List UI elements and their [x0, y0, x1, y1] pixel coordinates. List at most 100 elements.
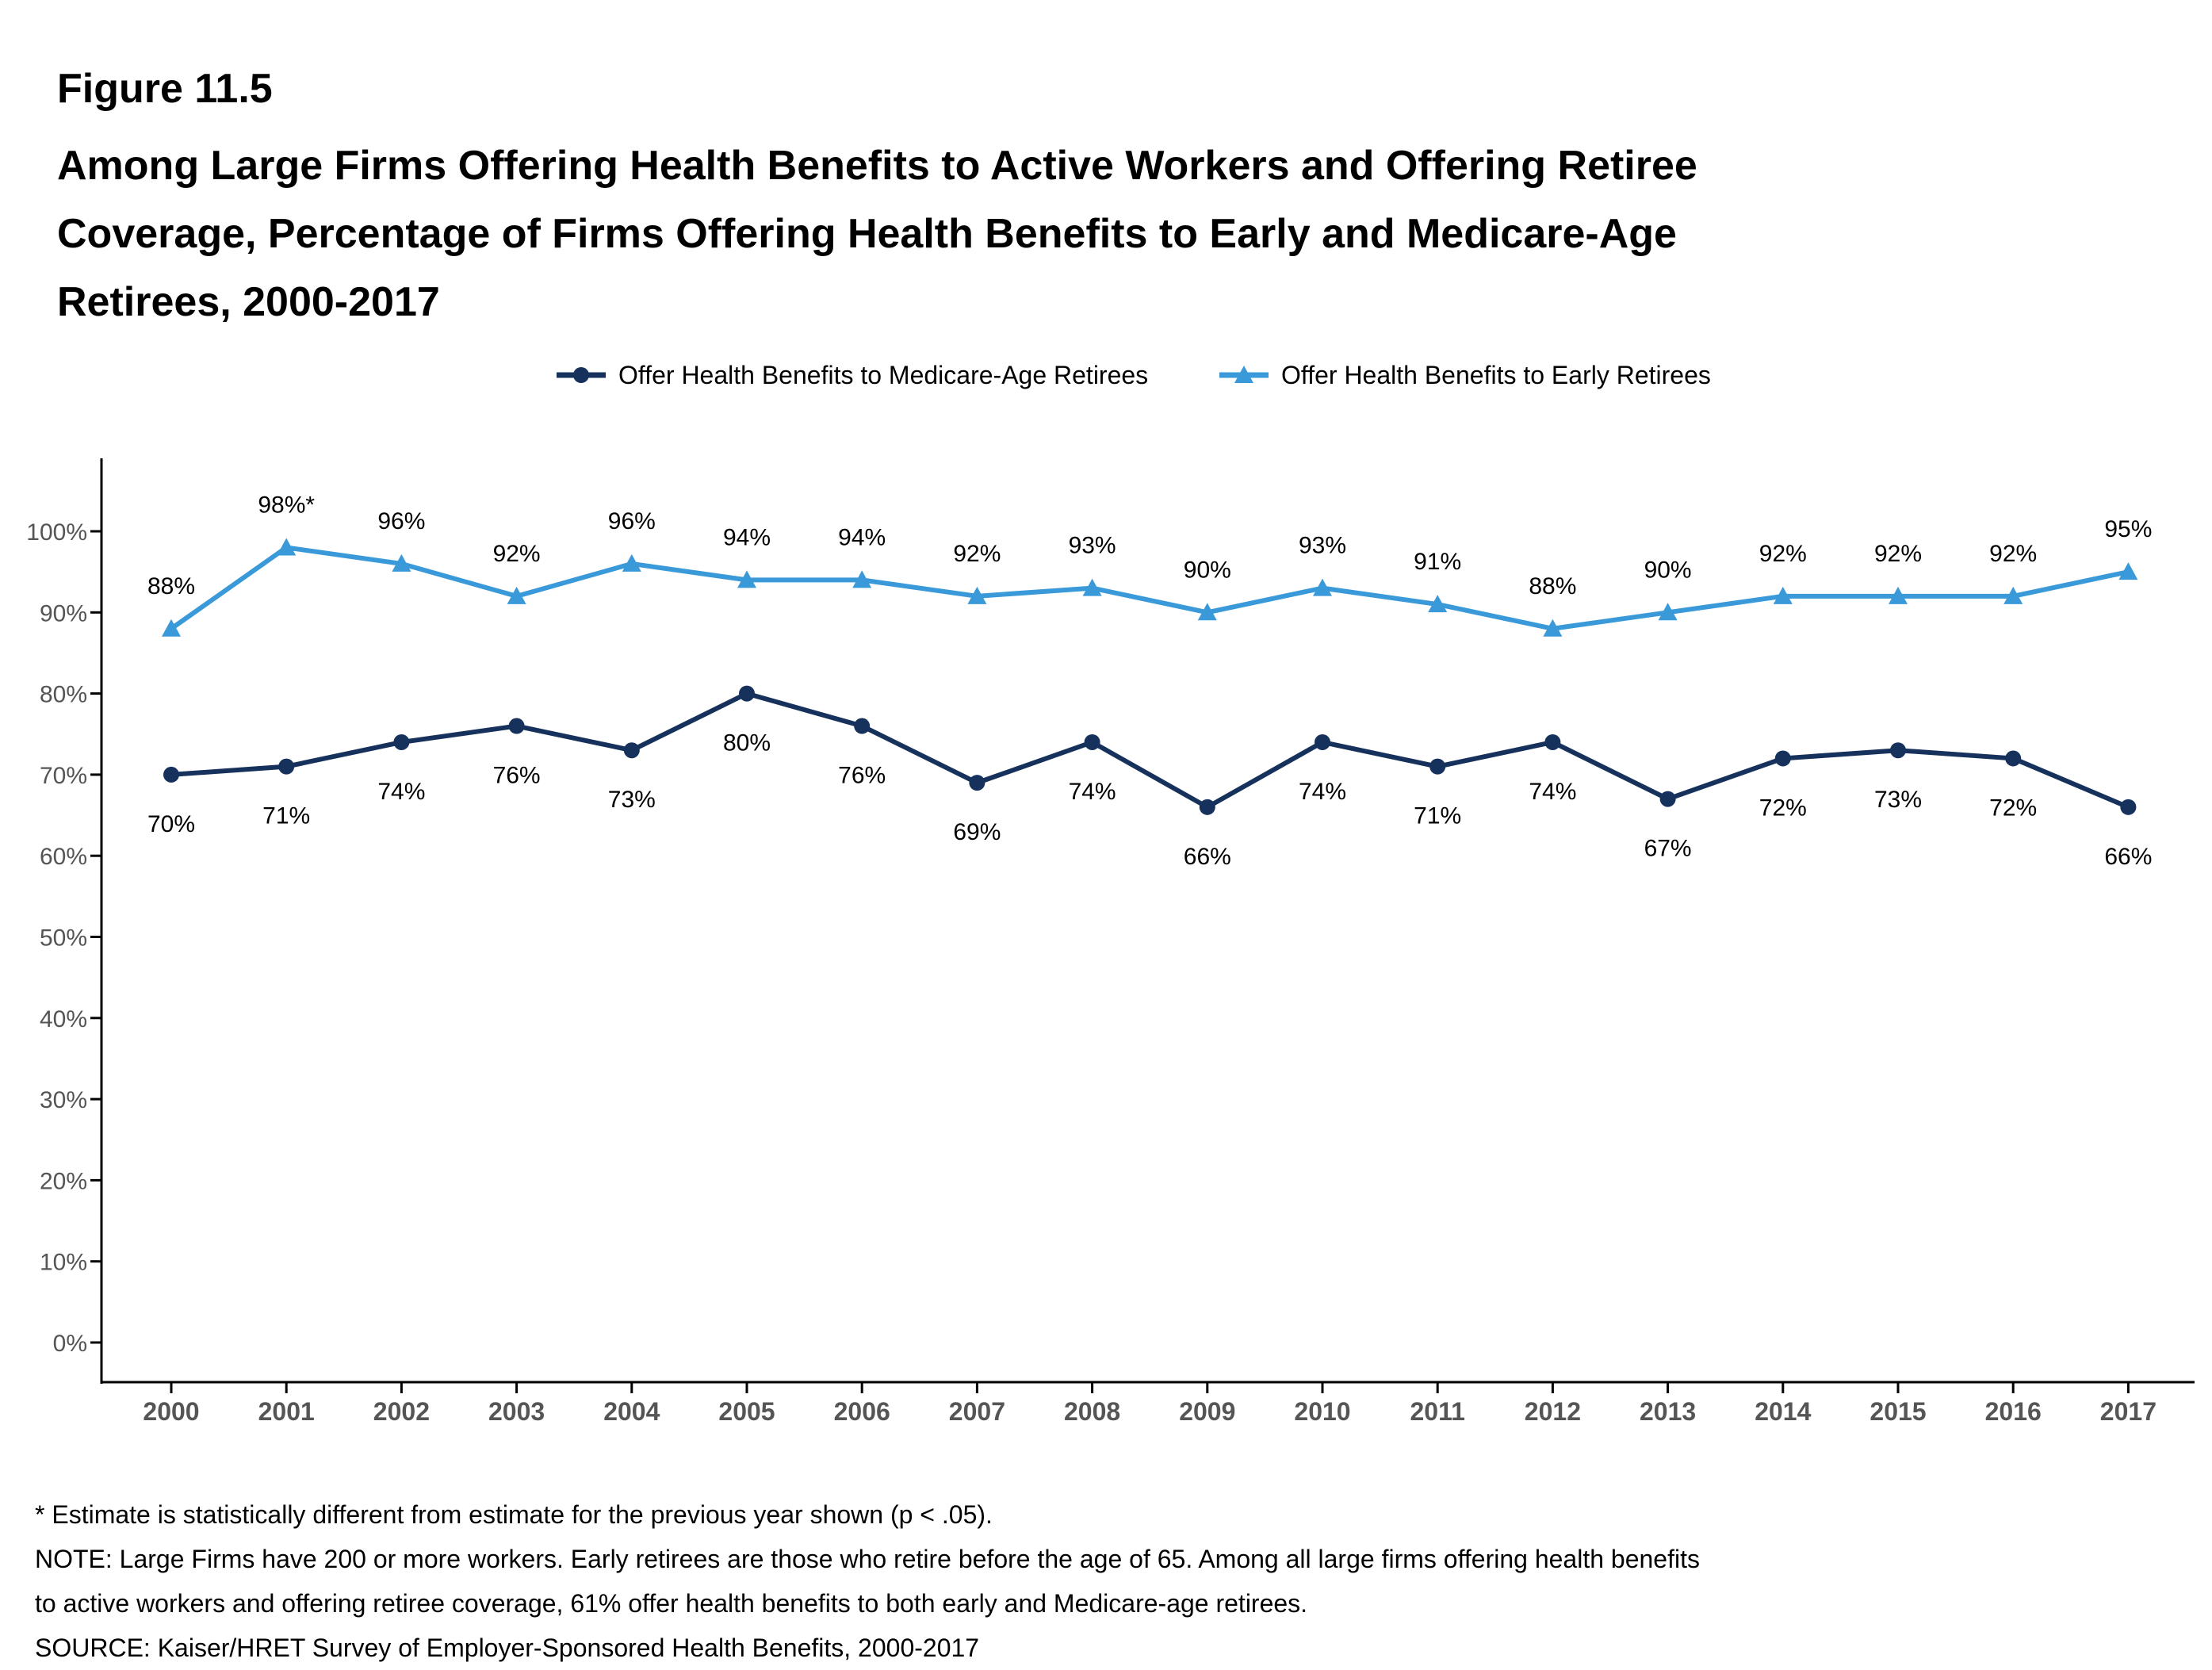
data-point-medicare — [508, 718, 525, 734]
x-tick-label: 2014 — [1755, 1397, 1811, 1426]
data-label-early: 94% — [838, 524, 886, 550]
x-tick-label: 2013 — [1640, 1397, 1696, 1426]
figure-label: Figure 11.5 — [57, 66, 273, 112]
data-point-medicare — [969, 775, 985, 791]
y-tick-label: 0% — [53, 1331, 87, 1357]
y-tick-label: 100% — [26, 519, 87, 546]
data-label-early: 96% — [377, 508, 425, 534]
data-point-early — [392, 553, 411, 572]
x-tick-label: 2010 — [1294, 1397, 1350, 1426]
y-tick-label: 60% — [40, 844, 87, 870]
data-point-medicare — [739, 685, 755, 702]
legend-label-medicare: Offer Health Benefits to Medicare-Age Re… — [618, 360, 1149, 389]
y-tick-label: 30% — [40, 1087, 87, 1113]
data-label-early: 96% — [608, 508, 656, 534]
legend-circle-marker-icon — [557, 367, 606, 383]
source-note: SOURCE: Kaiser/HRET Survey of Employer-S… — [35, 1634, 980, 1662]
data-label-medicare: 76% — [493, 763, 541, 789]
y-tick-label: 50% — [40, 925, 87, 952]
series-line-medicare — [170, 691, 2130, 810]
data-label-medicare: 66% — [2104, 844, 2152, 870]
data-point-medicare — [1774, 750, 1791, 767]
x-tick-label: 2009 — [1179, 1397, 1235, 1426]
data-point-early — [1197, 603, 1217, 621]
data-label-early: 88% — [147, 573, 195, 599]
data-label-early: 88% — [1529, 573, 1576, 599]
data-label-early: 94% — [723, 524, 771, 550]
data-point-early — [507, 586, 526, 604]
legend-item-early: Offer Health Benefits to Early Retirees — [1218, 355, 1711, 395]
data-point-early — [967, 586, 987, 604]
y-tick-label: 80% — [40, 682, 87, 708]
x-tick-label: 2006 — [834, 1397, 890, 1426]
data-point-medicare — [1199, 799, 1215, 815]
data-point-medicare — [1084, 733, 1100, 750]
data-point-medicare — [278, 758, 295, 775]
x-tick-label: 2007 — [949, 1397, 1005, 1426]
data-point-early — [622, 553, 641, 572]
y-tick-label: 20% — [40, 1168, 87, 1194]
chart-title-line-1: Among Large Firms Offering Health Benefi… — [57, 143, 1697, 189]
data-label-early: 90% — [1644, 557, 1692, 583]
x-tick-label: 2005 — [718, 1397, 775, 1426]
chart-title: Among Large Firms Offering Health Benefi… — [57, 132, 2118, 336]
data-label-medicare: 74% — [1299, 779, 1346, 805]
data-label-early: 93% — [1069, 533, 1116, 559]
data-label-early: 92% — [1874, 541, 1922, 567]
line-chart: 0% 10% 20% 30% 40% 50% 60% 70% 80% 90% 100% 2000 200… — [26, 458, 2195, 1426]
legend-item-medicare: Offer Health Benefits to Medicare-Age Re… — [555, 355, 1148, 395]
data-point-early — [1889, 586, 1908, 604]
data-label-medicare: 74% — [377, 779, 425, 805]
data-point-medicare — [623, 742, 640, 759]
data-point-early — [2003, 586, 2023, 604]
data-point-early — [162, 619, 181, 637]
data-point-early — [737, 570, 756, 588]
data-point-medicare — [1659, 791, 1676, 807]
data-point-early — [277, 538, 297, 556]
x-tick-label: 2004 — [603, 1397, 660, 1426]
data-point-early — [852, 570, 872, 588]
data-point-early — [1082, 578, 1102, 596]
data-label-medicare: 72% — [1759, 795, 1807, 821]
data-point-early — [2118, 562, 2138, 580]
data-point-early — [1543, 619, 1563, 637]
footnote-significance: * Estimate is statistically different fr… — [35, 1500, 993, 1529]
x-tick-label: 2008 — [1064, 1397, 1120, 1426]
data-label-medicare: 72% — [1989, 795, 2037, 821]
data-point-medicare — [163, 766, 179, 783]
data-label-early: 98%* — [258, 492, 315, 518]
y-tick-label: 40% — [40, 1006, 87, 1032]
note-line-1: NOTE: Large Firms have 200 or more worke… — [35, 1545, 1700, 1573]
x-tick-label: 2001 — [258, 1397, 315, 1426]
chart-title-line-2: Coverage, Percentage of Firms Offering H… — [57, 211, 1677, 257]
y-tick-label: 90% — [40, 600, 87, 626]
data-point-early — [1773, 586, 1793, 604]
x-tick-label: 2000 — [143, 1397, 199, 1426]
data-label-medicare: 74% — [1069, 779, 1116, 805]
y-tick-label: 10% — [40, 1250, 87, 1276]
data-label-medicare: 74% — [1529, 779, 1576, 805]
x-tick-label: 2016 — [1985, 1397, 2042, 1426]
legend-triangle-marker-icon — [1219, 366, 1269, 383]
data-label-early: 92% — [953, 541, 1001, 567]
data-label-medicare: 71% — [262, 803, 310, 829]
data-label-medicare: 67% — [1644, 836, 1692, 862]
data-label-medicare: 69% — [953, 819, 1001, 845]
data-point-medicare — [1890, 742, 1906, 759]
data-point-early — [1313, 578, 1332, 596]
data-label-medicare: 73% — [1874, 787, 1922, 813]
x-tick-label: 2015 — [1869, 1397, 1926, 1426]
data-label-medicare: 66% — [1184, 844, 1231, 870]
data-point-early — [1428, 595, 1448, 613]
data-label-early: 95% — [2104, 516, 2152, 542]
data-label-early: 93% — [1299, 533, 1346, 559]
data-label-medicare: 80% — [723, 730, 771, 756]
x-tick-label: 2002 — [373, 1397, 430, 1426]
chart-notes: * Estimate is statistically different fr… — [35, 1492, 2176, 1670]
data-point-medicare — [1544, 733, 1561, 750]
x-tick-label: 2017 — [2100, 1397, 2157, 1426]
x-tick-label: 2012 — [1525, 1397, 1581, 1426]
data-point-medicare — [393, 733, 410, 750]
data-label-early: 92% — [1989, 541, 2037, 567]
data-label-early: 90% — [1184, 557, 1231, 583]
